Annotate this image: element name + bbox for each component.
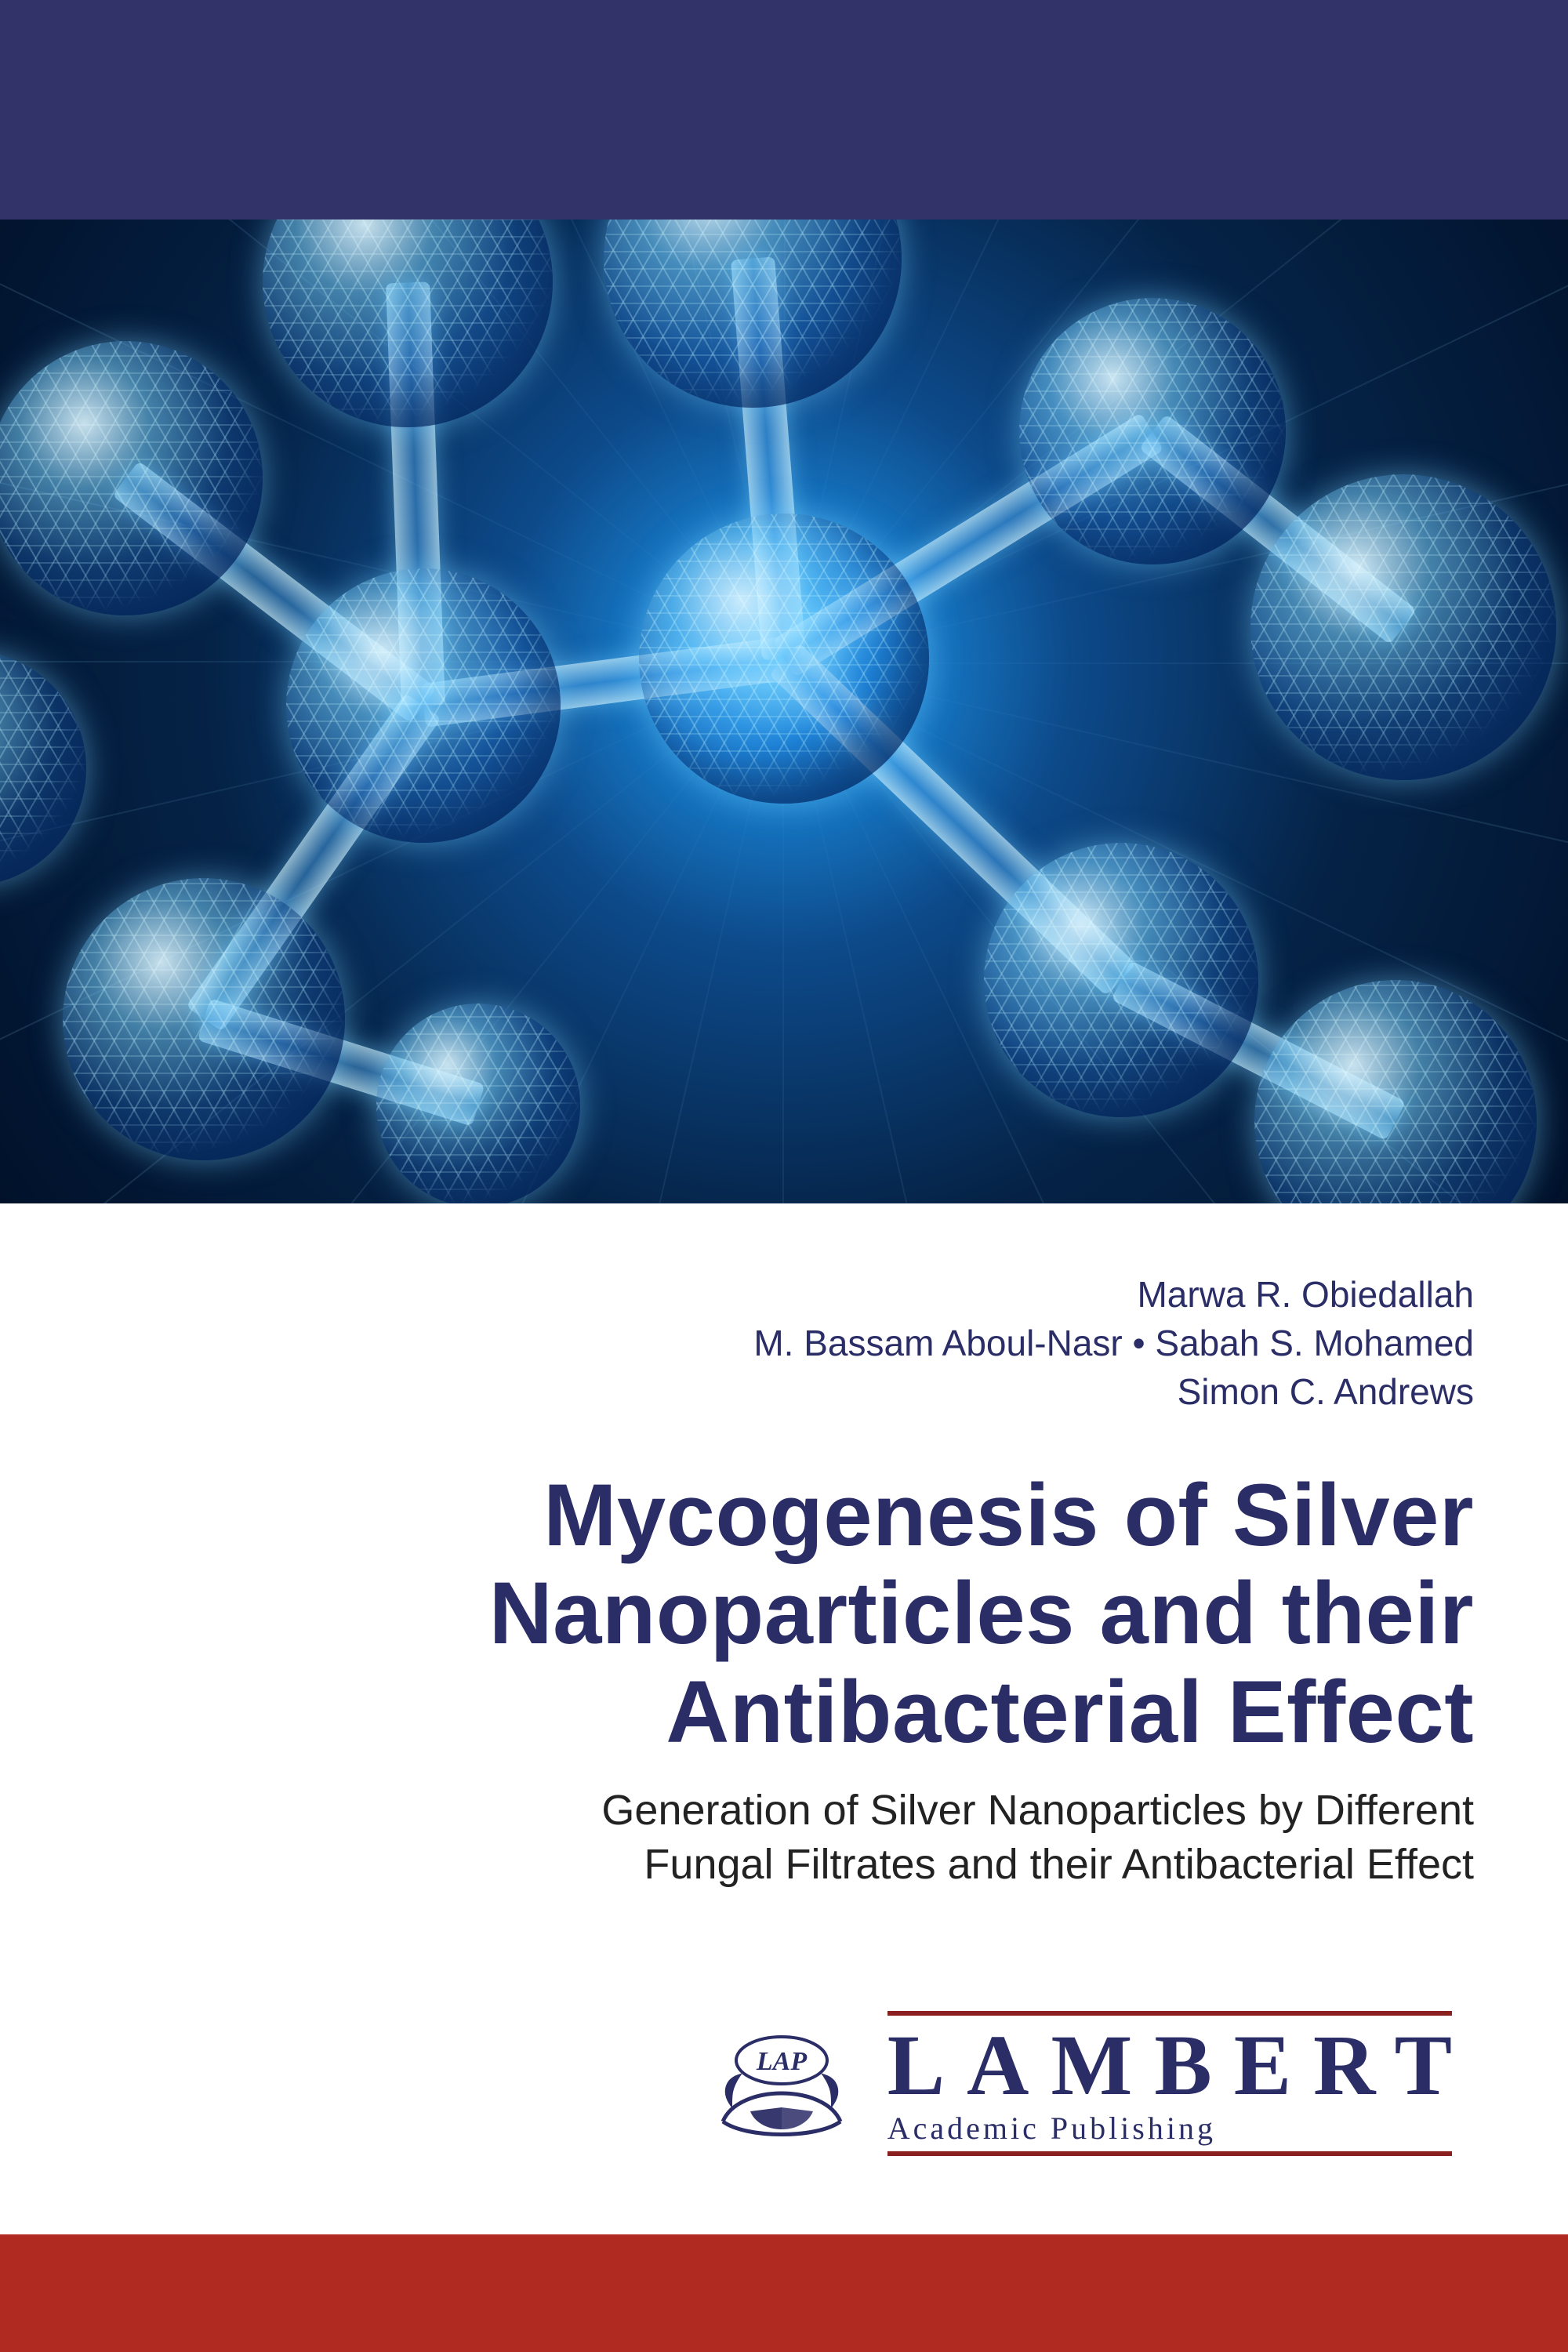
mesh-overlay: [286, 568, 561, 843]
mesh-overlay: [639, 514, 929, 804]
title-line: Nanoparticles and their: [94, 1564, 1474, 1662]
book-title: Mycogenesis of Silver Nanoparticles and …: [94, 1466, 1474, 1761]
molecule-node: [286, 568, 561, 843]
author-block: Marwa R. Obiedallah M. Bassam Aboul-Nasr…: [753, 1270, 1474, 1416]
mesh-overlay: [0, 651, 86, 886]
subtitle-line: Generation of Silver Nanoparticles by Di…: [172, 1784, 1474, 1838]
mesh-overlay: [0, 341, 263, 615]
mesh-overlay: [376, 1004, 580, 1203]
molecule-node: [984, 843, 1258, 1117]
molecule-node: [1250, 474, 1556, 780]
molecule-node: [63, 878, 345, 1160]
book-subtitle: Generation of Silver Nanoparticles by Di…: [172, 1784, 1474, 1892]
title-line: Mycogenesis of Silver: [94, 1466, 1474, 1564]
publisher-block: LAP LAMBERT Academic Publishing: [707, 2011, 1474, 2156]
author-line: Simon C. Andrews: [753, 1367, 1474, 1416]
mesh-overlay: [63, 878, 345, 1160]
molecule-node: [376, 1004, 580, 1203]
title-line: Antibacterial Effect: [94, 1663, 1474, 1761]
publisher-text: LAMBERT Academic Publishing: [887, 2011, 1474, 2156]
mesh-overlay: [263, 220, 553, 427]
publisher-subline: Academic Publishing: [887, 2110, 1474, 2147]
publisher-rule-top: [887, 2011, 1452, 2016]
bottom-band: [0, 2234, 1568, 2352]
molecule-node: [263, 220, 553, 427]
top-band: [0, 0, 1568, 220]
molecule-node: [1019, 298, 1286, 564]
publisher-rule-bottom: [887, 2151, 1452, 2156]
author-line: Marwa R. Obiedallah: [753, 1270, 1474, 1319]
badge-text: LAP: [756, 2047, 807, 2076]
subtitle-line: Fungal Filtrates and their Antibacterial…: [172, 1838, 1474, 1892]
molecule-node: [0, 341, 263, 615]
mesh-overlay: [984, 843, 1258, 1117]
molecule-node: [1254, 980, 1537, 1203]
publisher-name: LAMBERT: [887, 2022, 1474, 2108]
hero-artwork: [0, 220, 1568, 1203]
molecule-node: [0, 651, 86, 886]
publisher-badge-icon: LAP: [707, 2029, 856, 2139]
mesh-overlay: [1254, 980, 1537, 1203]
molecule-node: [639, 514, 929, 804]
author-line: M. Bassam Aboul-Nasr • Sabah S. Mohamed: [753, 1319, 1474, 1367]
mesh-overlay: [1019, 298, 1286, 564]
book-cover: Marwa R. Obiedallah M. Bassam Aboul-Nasr…: [0, 0, 1568, 2352]
mesh-overlay: [1250, 474, 1556, 780]
